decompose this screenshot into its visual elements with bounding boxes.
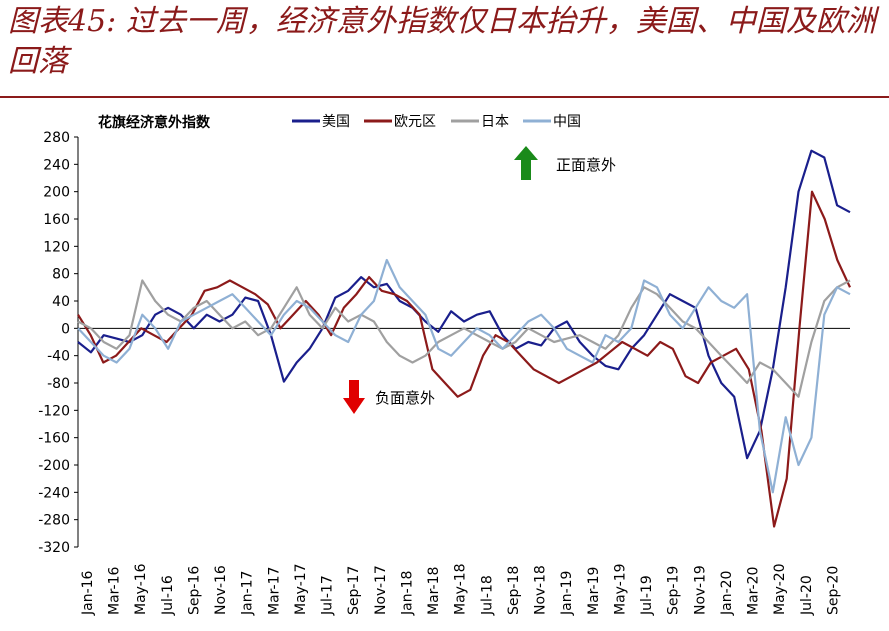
x-tick-label: Jan-17 [240,571,256,616]
x-tick-label: Sep-18 [506,566,522,615]
x-tick-label: Nov-18 [533,565,549,615]
y-tick-label: -160 [38,431,70,447]
y-tick-label: 200 [43,185,70,201]
x-tick-label: Jul-18 [479,575,495,616]
page-title: 图表45: 过去一周，经济意外指数仅日本抬升，美国、中国及欧洲回落 [8,4,876,79]
x-tick-label: Mar-17 [266,567,282,615]
y-tick-label: 80 [52,267,70,283]
series-line-2 [77,279,851,398]
y-tick-label: -200 [38,458,70,474]
x-tick-label: Jan-20 [719,571,735,616]
legend-label: 美国 [322,114,350,130]
y-tick-label: -40 [47,349,70,365]
x-tick-label: Nov-16 [213,565,229,615]
x-tick-label: May-18 [453,563,469,615]
x-tick-label: Nov-19 [692,565,708,615]
y-tick-label: 240 [43,157,70,173]
x-tick-label: Jul-16 [160,575,176,616]
y-tick-label: 120 [43,239,70,255]
title-divider [0,96,889,98]
x-tick-label: Mar-18 [426,567,442,615]
series-line-0 [77,149,851,460]
x-tick-label: Sep-19 [666,566,682,615]
legend-label: 日本 [481,114,509,130]
y-tick-label: 40 [52,294,70,310]
x-tick-label: Jan-16 [80,570,96,616]
x-tick-label: May-16 [133,563,149,615]
chart-title: 花旗经济意外指数 [98,114,211,131]
y-tick-label: 160 [43,212,70,228]
positive-annotation: 正面意外 [556,156,616,174]
x-tick-label: Mar-16 [107,567,123,615]
negative-annotation: 负面意外 [375,389,435,407]
y-tick-label: -320 [38,540,70,556]
y-tick-label: -280 [38,513,70,529]
x-tick-label: Jan-19 [559,571,575,616]
up-arrow-icon [514,146,538,180]
x-tick-label: Jul-19 [639,575,655,616]
x-tick-label: Sep-17 [346,566,362,615]
x-tick-label: Sep-16 [186,566,202,615]
y-tick-label: -120 [38,403,70,419]
x-tick-label: Jul-17 [320,575,336,616]
series-line-3 [77,258,851,494]
x-tick-label: Nov-17 [373,565,389,615]
down-arrow-icon [343,380,365,414]
series-line-1 [77,190,851,528]
x-tick-label: Mar-20 [746,567,762,615]
x-tick-label: Sep-20 [825,566,841,615]
x-tick-label: Mar-19 [586,567,602,615]
y-tick-label: -80 [47,376,70,392]
y-tick-label: 0 [61,321,70,337]
y-tick-label: -240 [38,485,70,501]
x-tick-label: May-17 [293,563,309,615]
legend-label: 中国 [553,114,581,130]
legend-label: 欧元区 [394,114,436,130]
x-tick-label: May-19 [612,563,628,615]
x-tick-label: May-20 [772,563,788,615]
y-tick-label: 280 [43,130,70,146]
x-tick-label: Jul-20 [799,575,815,616]
x-tick-label: Jan-18 [399,571,415,616]
